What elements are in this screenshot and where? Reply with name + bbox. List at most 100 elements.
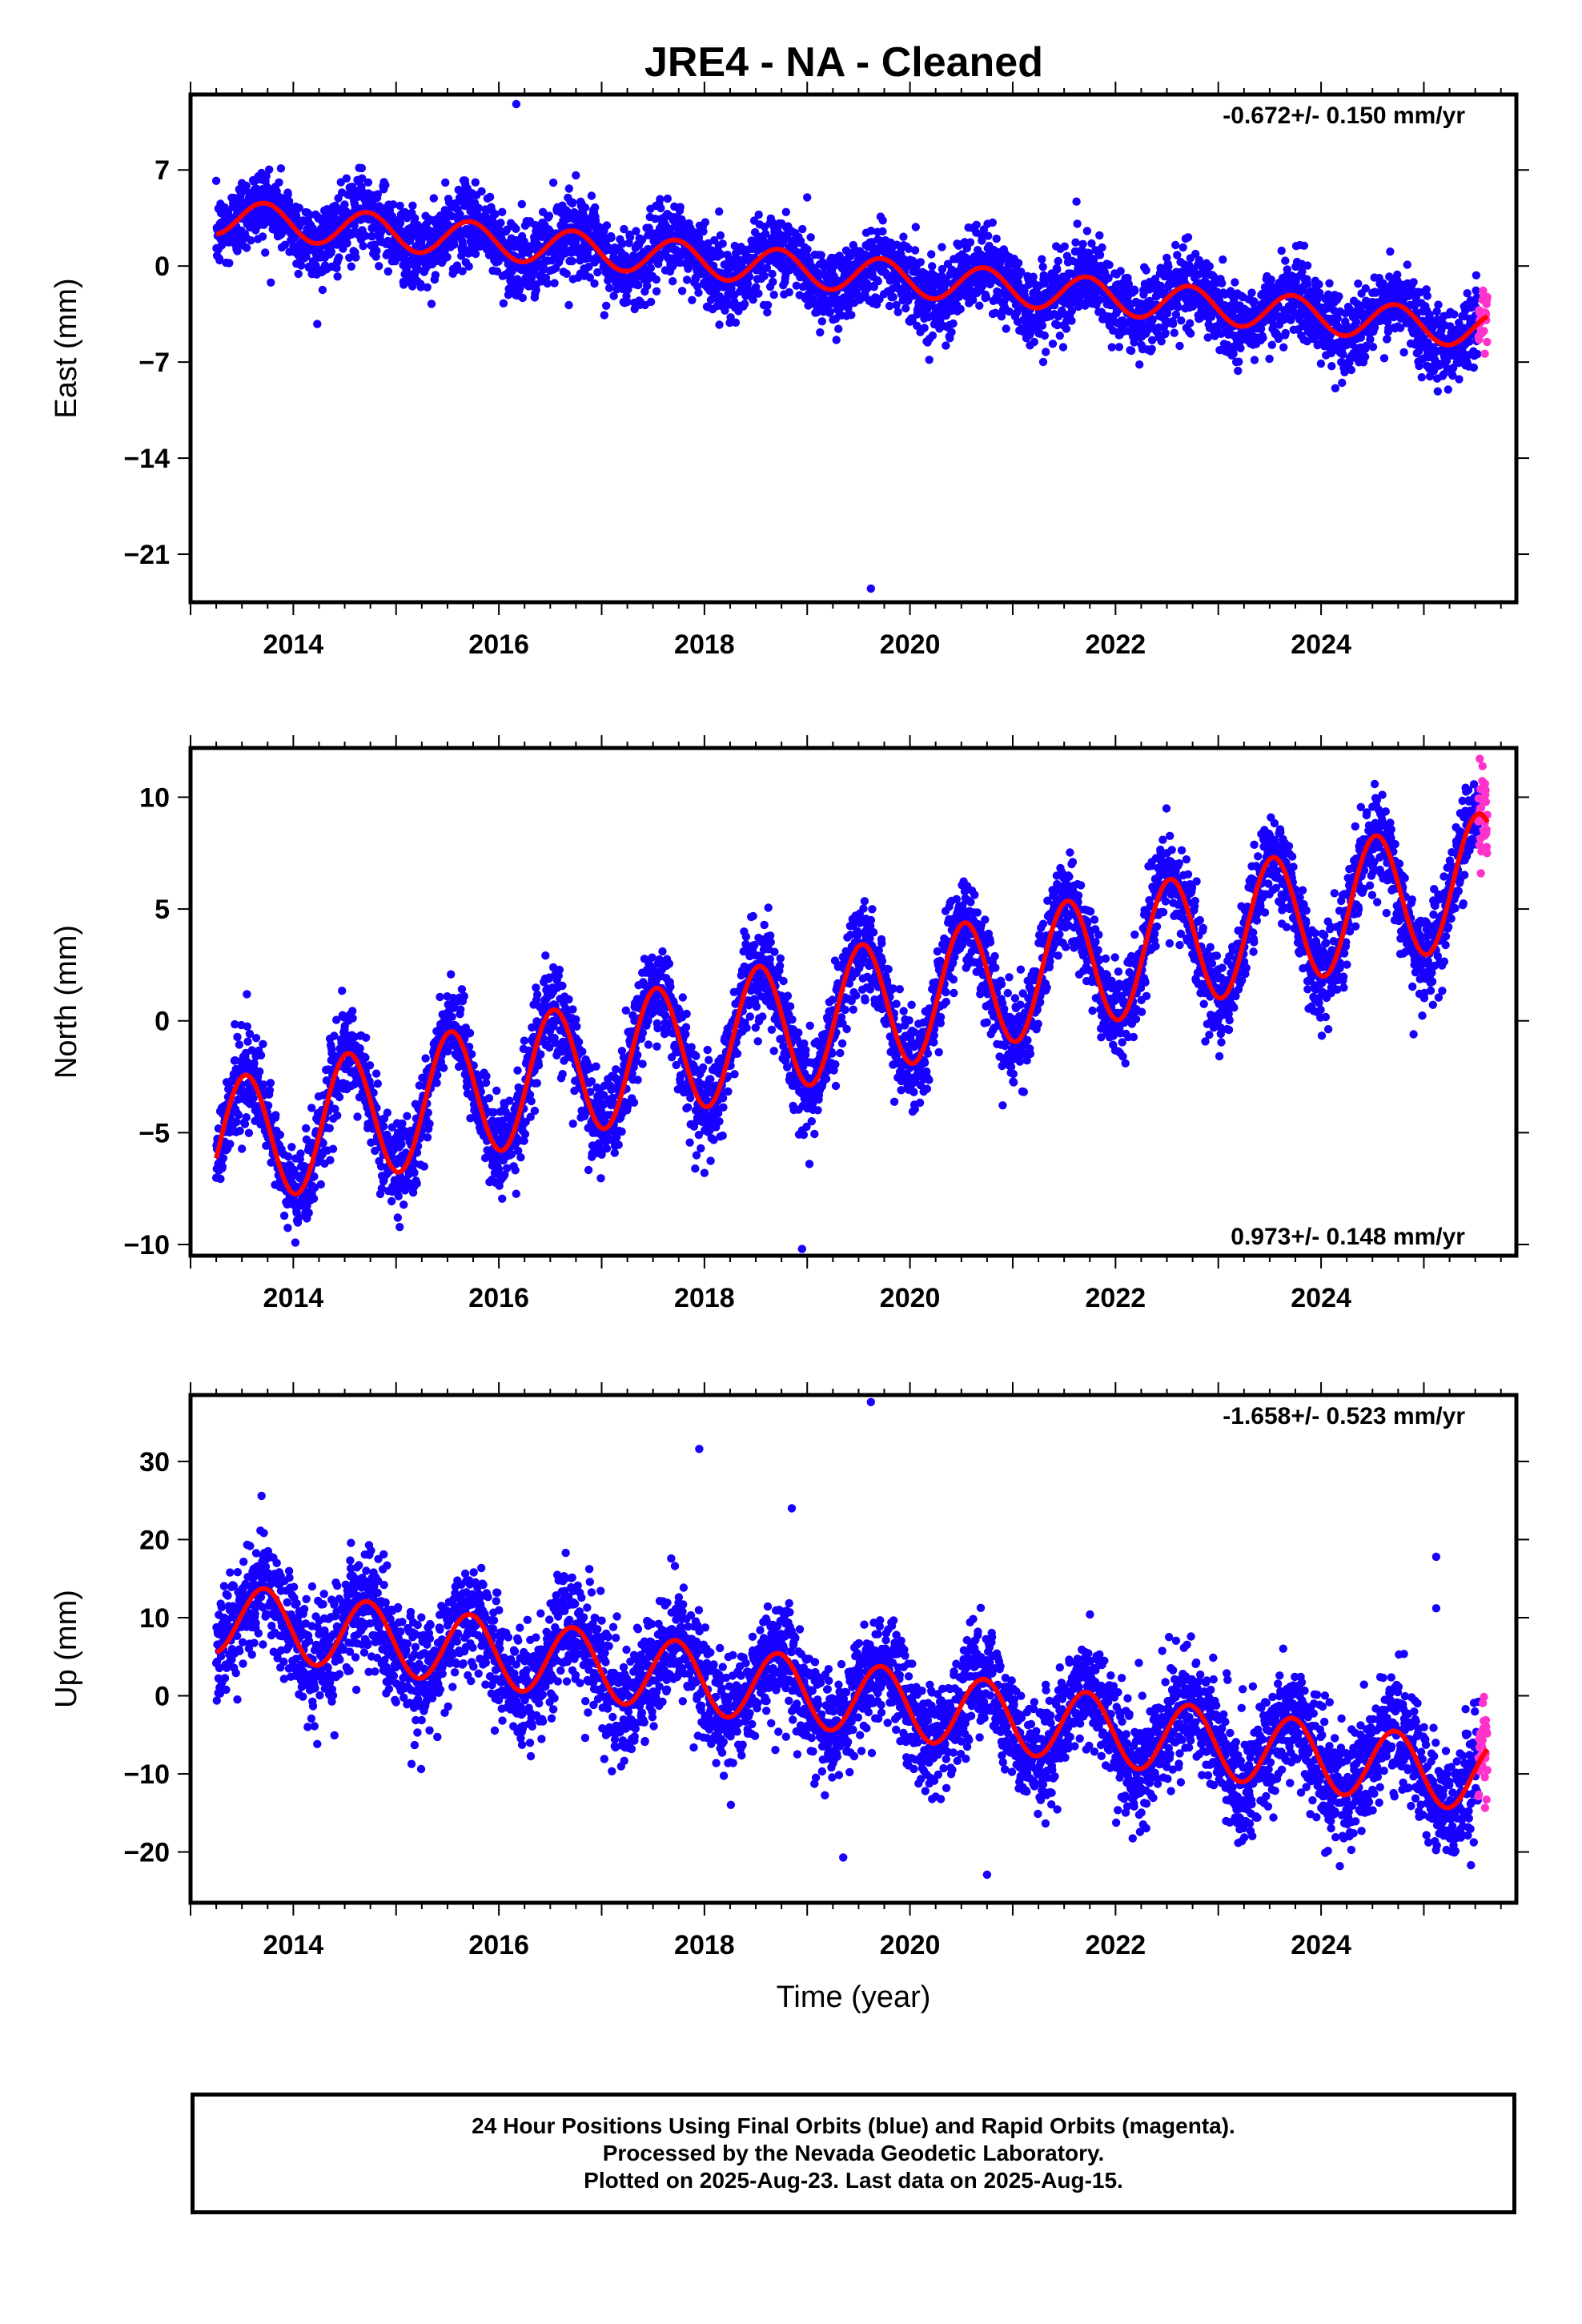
east-final-point <box>275 178 283 187</box>
east-final-point <box>262 171 271 181</box>
east-final-point <box>1379 354 1389 363</box>
east-final-point <box>1073 219 1082 228</box>
east-final-point <box>727 283 736 293</box>
east-final-point <box>901 304 910 313</box>
east-final-point <box>1433 387 1443 396</box>
east-final-point <box>699 227 708 236</box>
east-final-point <box>267 278 275 287</box>
east-final-point <box>1403 260 1412 269</box>
east-final-point <box>740 300 749 308</box>
east-rapid-point <box>1480 349 1489 358</box>
east-xtick-label: 2024 <box>1291 629 1351 660</box>
north-final-point <box>256 1051 266 1060</box>
east-final-point <box>383 267 392 276</box>
east-final-point <box>1361 284 1371 293</box>
east-final-point <box>381 180 390 190</box>
east-final-point <box>847 311 856 320</box>
north-ytick-label: 0 <box>155 1007 170 1037</box>
north-final-point <box>234 1111 243 1120</box>
east-final-point <box>920 324 929 332</box>
east-final-point <box>242 243 251 252</box>
east-final-point <box>1277 246 1286 255</box>
east-final-point <box>927 250 936 259</box>
east-final-point <box>682 275 692 284</box>
east-final-point <box>646 297 656 307</box>
east-final-point <box>351 253 360 262</box>
east-final-point <box>1171 240 1180 250</box>
east-final-point <box>676 203 685 211</box>
north-ytick-label: −10 <box>123 1230 170 1261</box>
east-final-point <box>656 203 665 213</box>
east-final-point <box>1443 385 1453 394</box>
north-final-point <box>226 1140 235 1148</box>
east-final-point <box>760 271 769 280</box>
east-final-point <box>745 272 754 281</box>
east-final-point <box>916 258 926 267</box>
east-final-point <box>1071 238 1080 247</box>
east-final-point <box>562 269 571 278</box>
east-final-point <box>604 283 614 292</box>
east-final-point <box>982 293 991 302</box>
east-final-point <box>716 231 725 240</box>
east-final-point <box>1105 260 1114 269</box>
east-final-point <box>1231 278 1239 287</box>
east-final-point <box>347 262 355 271</box>
north-xtick-label: 2020 <box>880 1283 941 1313</box>
east-ytick-label: 0 <box>155 251 170 282</box>
east-final-point <box>928 331 938 340</box>
east-final-point <box>1316 359 1326 368</box>
east-final-point <box>1472 286 1480 295</box>
east-final-point <box>643 281 652 291</box>
east-final-point <box>1229 349 1238 359</box>
east-final-point <box>899 232 908 241</box>
east-final-point <box>276 164 286 173</box>
east-final-point <box>816 328 825 337</box>
north-final-point <box>271 1111 280 1120</box>
east-final-point <box>340 200 349 209</box>
east-final-point <box>928 262 937 271</box>
east-final-point <box>474 203 483 212</box>
north-xtick-label: 2018 <box>674 1283 735 1313</box>
east-final-point <box>261 248 270 257</box>
east-final-point <box>1347 365 1356 375</box>
north-final-point <box>255 1067 264 1076</box>
north-final-point <box>259 1080 268 1089</box>
east-final-point <box>1234 366 1243 376</box>
east-final-point <box>769 290 778 300</box>
north-final-point <box>219 1154 228 1163</box>
east-final-point <box>602 301 611 310</box>
east-final-point <box>1175 341 1184 351</box>
east-final-point <box>646 263 655 272</box>
east-final-point <box>1368 343 1378 352</box>
east-final-point <box>1331 384 1340 392</box>
east-final-point <box>910 246 920 255</box>
east-final-point <box>1338 378 1347 388</box>
east-final-point <box>396 201 404 211</box>
east-final-point <box>677 287 687 296</box>
east-final-point <box>1303 261 1312 270</box>
east-final-point <box>1186 319 1195 328</box>
east-final-point <box>701 218 710 227</box>
east-final-point <box>1048 340 1058 348</box>
east-final-point <box>1472 271 1481 279</box>
east-final-point <box>1147 344 1156 353</box>
east-final-point <box>731 318 741 327</box>
east-final-point <box>512 99 521 109</box>
east-final-point <box>652 287 661 296</box>
east-final-point <box>496 219 505 227</box>
east-final-point <box>769 277 777 287</box>
east-rapid-point <box>1480 327 1488 336</box>
east-final-point <box>1162 309 1172 318</box>
east-final-point <box>1299 241 1309 250</box>
east-final-point <box>305 211 314 219</box>
east-final-point <box>361 231 370 240</box>
east-final-point <box>1469 363 1479 372</box>
east-final-point <box>477 187 486 196</box>
east-final-point <box>1107 343 1117 352</box>
east-final-point <box>1281 256 1290 265</box>
east-final-point <box>878 216 887 225</box>
east-final-point <box>618 239 627 248</box>
east-final-point <box>585 273 594 282</box>
east-final-point <box>817 251 825 259</box>
east-final-point <box>798 224 807 234</box>
